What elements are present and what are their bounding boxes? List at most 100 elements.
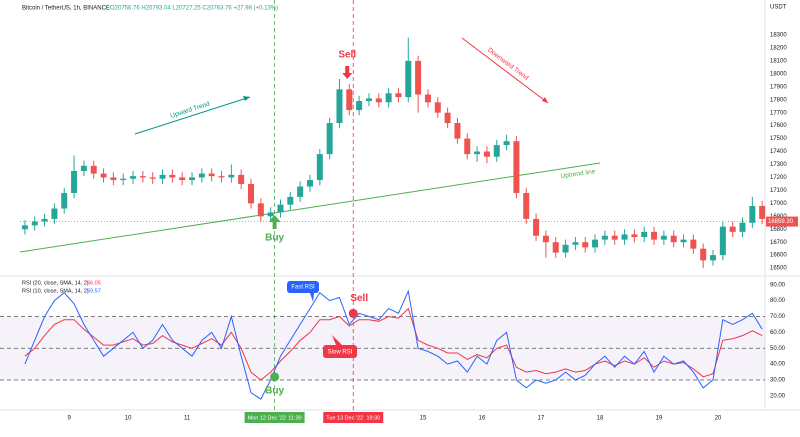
y-tick-label: 17900: [770, 84, 787, 90]
callout-box: [323, 345, 357, 358]
candle-body: [80, 165, 87, 171]
candle-body: [660, 235, 667, 240]
candle-body: [493, 145, 500, 157]
y-tick-label: 18100: [770, 58, 787, 64]
last-price-tag: [766, 216, 798, 227]
candle-body: [248, 183, 255, 204]
date-label: Tue 13 Dec '22: [326, 415, 363, 421]
candle-body: [503, 141, 510, 146]
candle-body: [424, 94, 431, 103]
y-tick-label: 16600: [770, 253, 787, 259]
y-tick-label: 16700: [770, 240, 787, 246]
y-tick-label: 70.00: [770, 314, 786, 320]
x-tick-label: 18: [597, 416, 604, 422]
candle-body: [159, 174, 166, 179]
candle-body: [513, 141, 520, 193]
y-tick-label: 18200: [770, 46, 787, 52]
candle-body: [611, 235, 618, 240]
downward-arrow: [461, 37, 549, 104]
y-tick-label: 16500: [770, 266, 787, 272]
y-tick-label: 17800: [770, 97, 787, 103]
candle-body: [336, 89, 343, 124]
uptrend-line: [19, 162, 601, 253]
candle-body: [552, 242, 559, 253]
candle-body: [120, 178, 127, 181]
symbol: Bitcoin / TetherUS, 1h, BINANCE: [22, 6, 110, 12]
candle-body: [641, 231, 648, 238]
date-box: [244, 412, 305, 423]
x-tick-label: 9: [67, 416, 71, 422]
candle-body: [395, 93, 402, 98]
y-tick-label: 17100: [770, 188, 787, 194]
candle-body: [710, 255, 717, 261]
buy-label: Buy: [265, 233, 284, 244]
candle-body: [719, 226, 726, 256]
last-price-label: 16859.30: [768, 219, 794, 225]
candle-body: [90, 165, 97, 174]
time-label: 11:30: [288, 415, 301, 421]
buy-arrow: [268, 215, 281, 229]
candle-body: [257, 203, 264, 217]
candle-body: [208, 173, 215, 177]
y-tick-label: 18300: [770, 33, 787, 39]
rsi-line: [24, 289, 763, 400]
candle-body: [326, 123, 333, 155]
y-tick-label: 17700: [770, 110, 787, 116]
x-tick-label: 20: [715, 416, 722, 422]
legend-entry: RSI (10, close, SMA, 14, 2): [22, 288, 89, 294]
y-tick-label: 16800: [770, 227, 787, 233]
sell-arrow: [342, 66, 353, 79]
currency: USDT: [770, 5, 787, 11]
candle-body: [651, 231, 658, 240]
callout-box: [287, 281, 319, 293]
candle-body: [356, 101, 363, 111]
signal-dot: [348, 308, 358, 318]
candle-body: [690, 239, 697, 249]
candle-body: [316, 154, 323, 181]
candle-body: [297, 186, 304, 197]
candle-body: [582, 242, 589, 248]
arrow-head: [243, 96, 250, 101]
callout-label: Fast RSI: [291, 285, 315, 291]
callout-tail: [310, 293, 314, 302]
date-label: Mon 12 Dec '22: [248, 415, 286, 421]
candle-body: [621, 234, 628, 240]
y-tick-label: 30.00: [770, 378, 786, 384]
time-label: 19:30: [366, 415, 380, 421]
candle-body: [110, 177, 117, 181]
candle-body: [464, 138, 471, 155]
candle-body: [474, 151, 481, 155]
candle-body: [365, 98, 372, 102]
candle-body: [218, 176, 225, 178]
y-tick-label: 20.00: [770, 393, 786, 399]
candle-body: [267, 212, 274, 217]
candle-body: [346, 89, 353, 111]
candle-body: [61, 192, 68, 209]
x-tick-label: 16: [479, 416, 486, 422]
y-tick-label: 40.00: [770, 362, 786, 368]
candle-body: [562, 244, 569, 253]
candle-body: [670, 235, 677, 243]
candle-body: [680, 239, 687, 243]
candle-body: [415, 60, 422, 95]
candle-body: [238, 174, 245, 184]
y-tick-label: 17600: [770, 123, 787, 129]
candle-body: [444, 112, 451, 124]
legend-value: 59.57: [87, 288, 101, 294]
y-tick-label: 18000: [770, 71, 787, 77]
date-box: [323, 412, 384, 423]
callout-label: Slow RSI: [328, 350, 353, 356]
candle-body: [179, 177, 186, 181]
candle-body: [287, 196, 294, 205]
candle-body: [523, 192, 530, 219]
legend-entry: RSI (20, close, SMA, 14, 2): [22, 280, 89, 286]
y-tick-label: 50.00: [770, 346, 786, 352]
candle-body: [739, 222, 746, 232]
candle-body: [130, 176, 137, 179]
signal-dot: [270, 372, 280, 382]
candle-body: [700, 248, 707, 261]
y-tick-label: 60.00: [770, 330, 786, 336]
candle-body: [375, 98, 382, 103]
candle-body: [631, 234, 638, 238]
